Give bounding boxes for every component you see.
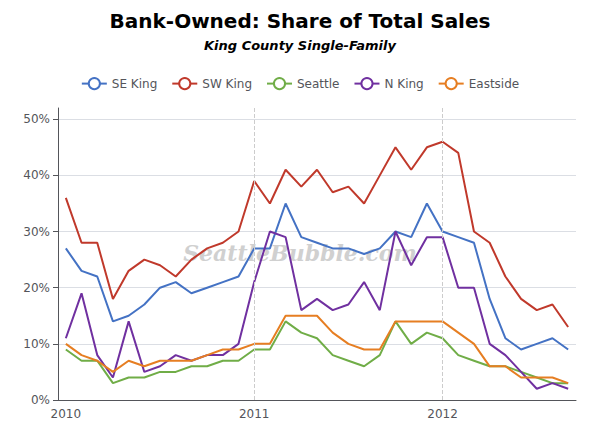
svg-text:2012: 2012 — [427, 407, 458, 421]
svg-text:2010: 2010 — [51, 407, 82, 421]
svg-text:Seattle: Seattle — [297, 77, 339, 91]
svg-text:King County Single-Family: King County Single-Family — [204, 38, 396, 53]
svg-text:2011: 2011 — [239, 407, 270, 421]
svg-text:N King: N King — [384, 77, 423, 91]
svg-text:Eastside: Eastside — [469, 77, 519, 91]
svg-text:30%: 30% — [23, 225, 50, 239]
svg-text:0%: 0% — [31, 393, 50, 407]
svg-text:50%: 50% — [23, 112, 50, 126]
svg-text:Bank-Owned: Share of Total Sal: Bank-Owned: Share of Total Sales — [110, 9, 491, 33]
svg-text:SE King: SE King — [112, 77, 157, 91]
svg-text:10%: 10% — [23, 337, 50, 351]
svg-text:SeattleBubble.com: SeattleBubble.com — [183, 240, 417, 266]
svg-text:40%: 40% — [23, 168, 50, 182]
svg-text:20%: 20% — [23, 281, 50, 295]
svg-text:SW King: SW King — [202, 77, 252, 91]
